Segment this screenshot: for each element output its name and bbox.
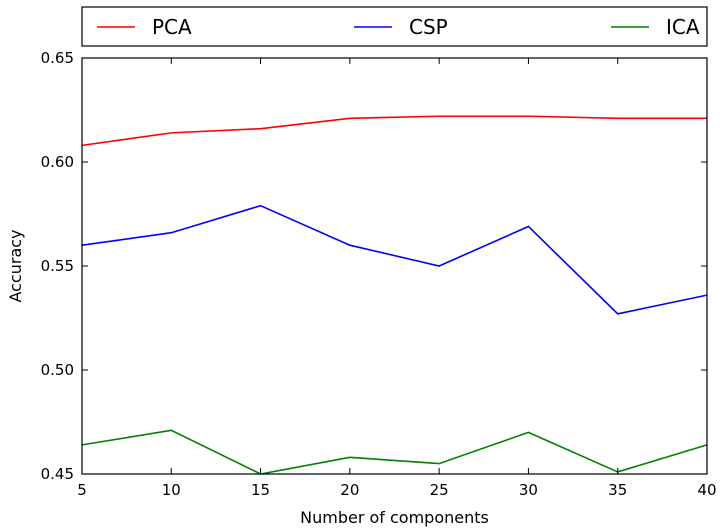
plot-background [82, 58, 707, 474]
x-tick-label: 25 [430, 481, 449, 499]
x-tick-label: 15 [251, 481, 270, 499]
x-tick-label: 30 [519, 481, 538, 499]
y-tick-label: 0.55 [41, 257, 74, 275]
x-tick-label: 35 [608, 481, 627, 499]
legend-label: ICA [666, 15, 700, 39]
y-tick-label: 0.65 [41, 49, 74, 67]
y-tick-label: 0.50 [41, 361, 74, 379]
y-tick-label: 0.60 [41, 153, 74, 171]
legend: PCA CSP ICA [82, 7, 707, 46]
x-tick-label: 20 [340, 481, 359, 499]
x-axis-label: Number of components [300, 508, 489, 527]
plot-area: 5 10 15 20 25 30 35 40 0.45 0.50 0.55 0.60 0.65 [41, 49, 717, 499]
x-tick-label: 10 [162, 481, 181, 499]
x-tick-label: 5 [77, 481, 87, 499]
y-axis-label: Accuracy [6, 229, 25, 302]
x-tick-label: 40 [697, 481, 716, 499]
y-tick-label: 0.45 [41, 465, 74, 483]
legend-label: CSP [409, 15, 448, 39]
legend-label: PCA [152, 15, 192, 39]
